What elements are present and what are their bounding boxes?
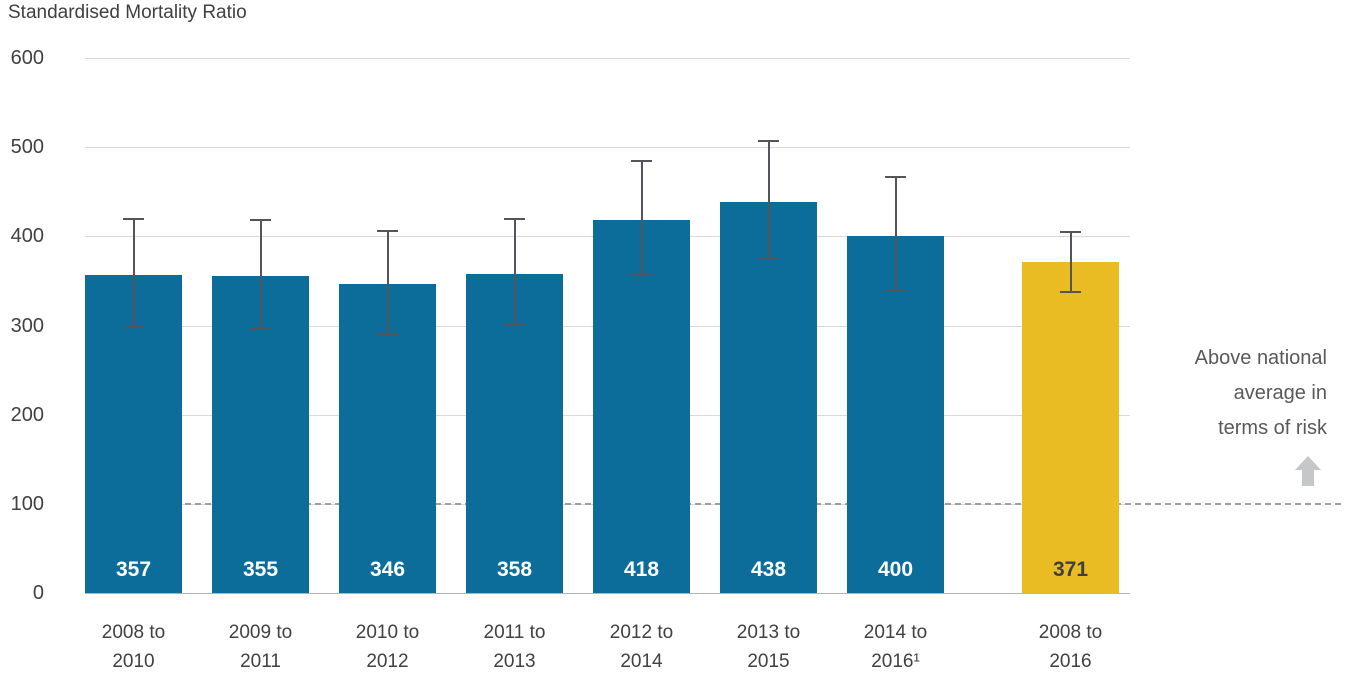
error-bar-cap (758, 256, 779, 259)
x-axis-label-line: 2010 (112, 651, 155, 672)
x-axis-label-line: 2011 to (483, 622, 546, 643)
error-bar-cap (377, 229, 398, 232)
y-axis-label: 0 (32, 582, 44, 604)
y-axis-label: 400 (10, 225, 44, 248)
error-bar-cap (885, 288, 906, 291)
error-bar (259, 220, 262, 330)
error-bar-cap (758, 139, 779, 142)
x-axis-label-line: 2010 to (355, 622, 420, 643)
bar: 346 (339, 284, 436, 593)
bar-value-label: 355 (242, 558, 279, 581)
x-axis-label: 2014 to 2016¹ (832, 618, 960, 676)
x-axis-label-line: 2013 to (736, 622, 801, 643)
error-bar-cap (250, 328, 271, 331)
gridline (85, 58, 1130, 59)
bar: 438 (720, 202, 817, 593)
x-axis-label-line: 2009 to (228, 622, 293, 643)
error-bar (767, 140, 770, 258)
x-axis-label: 2008 to 2016 (1007, 618, 1135, 676)
bar: 358 (466, 273, 563, 593)
y-axis-label: 500 (10, 136, 44, 159)
x-axis-label: 2012 to 2014 (578, 618, 706, 676)
bar-value-label: 400 (877, 558, 914, 581)
error-bar (386, 230, 389, 334)
error-bar-cap (504, 322, 525, 325)
up-arrow-stem (1302, 470, 1314, 486)
x-axis-label: 2009 to 2011 (197, 618, 325, 676)
error-bar (1069, 231, 1072, 292)
error-bar (132, 218, 135, 328)
bar: 371 (1022, 262, 1119, 593)
error-bar-cap (123, 217, 144, 220)
x-axis-label: 2011 to 2013 (451, 618, 579, 676)
x-axis-label-line: 2012 to (609, 622, 674, 643)
bar: 418 (593, 220, 690, 593)
bar-value-label: 418 (623, 558, 660, 581)
bar: 400 (847, 236, 944, 593)
error-bar-cap (1060, 290, 1081, 293)
x-axis-label-line: 2013 (493, 651, 536, 672)
gridline (85, 593, 1130, 594)
x-axis-label-line: 2008 to (101, 622, 166, 643)
y-axis-label: 600 (10, 47, 44, 69)
national-average-reference-line (85, 502, 1341, 505)
annotation-line: Above national (1194, 347, 1327, 369)
up-arrow-icon (1295, 456, 1321, 486)
x-axis-label-line: 2014 (620, 651, 663, 672)
bar: 357 (85, 274, 182, 593)
annotation: Above national average in terms of risk (1107, 341, 1327, 446)
x-axis-label-line: 2012 (366, 651, 409, 672)
error-bar-cap (885, 176, 906, 179)
x-axis-label-line: 2008 to (1038, 622, 1103, 643)
annotation-line: average in (1233, 382, 1327, 404)
y-axis-label: 100 (10, 492, 44, 515)
chart-title: Standardised Mortality Ratio (8, 2, 247, 23)
bar-value-label: 438 (750, 558, 787, 581)
y-axis-label: 200 (10, 403, 44, 426)
annotation-line: terms of risk (1218, 417, 1327, 439)
error-bar-cap (631, 273, 652, 276)
error-bar (640, 161, 643, 275)
error-bar-cap (1060, 230, 1081, 233)
up-arrow-head (1295, 456, 1321, 470)
x-axis-label: 2010 to 2012 (324, 618, 452, 676)
gridline (85, 147, 1130, 149)
bar-value-label: 371 (1052, 558, 1089, 581)
error-bar-cap (504, 217, 525, 220)
error-bar-cap (631, 160, 652, 163)
bar-value-label: 357 (115, 558, 152, 581)
error-bar-cap (250, 219, 271, 222)
x-axis-label-line: 2016¹ (871, 651, 920, 672)
x-axis-label-line: 2011 (240, 651, 281, 672)
x-axis-label: 2013 to 2015 (705, 618, 833, 676)
x-axis-label-line: 2014 to (863, 622, 928, 643)
x-axis-label: 2008 to 2010 (70, 618, 198, 676)
x-axis-label-line: 2016 (1049, 651, 1092, 672)
bar-value-label: 346 (369, 558, 406, 581)
error-bar (513, 218, 516, 324)
bar-value-label: 358 (496, 558, 533, 581)
error-bar-cap (377, 332, 398, 335)
error-bar (894, 177, 897, 290)
plot-area: 357 355 346 358 418 438 400 371 (85, 58, 1130, 593)
error-bar-cap (123, 326, 144, 329)
x-axis-label-line: 2015 (747, 651, 790, 672)
y-axis-label: 300 (10, 314, 44, 337)
